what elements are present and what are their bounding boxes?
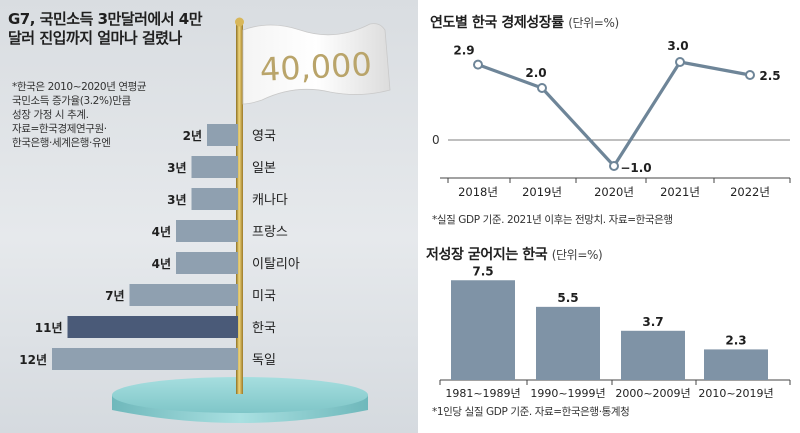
- low-growth-bar: [451, 280, 515, 380]
- growth-point: [473, 59, 483, 70]
- left-panel: 40,000 2년 영국 3년 일본 3년 캐나다 4년 프랑스 4년 이탈리아 7년 미국 11년 한국…: [0, 0, 418, 433]
- g7-bar: [67, 316, 238, 338]
- flag-text: 40,000: [259, 45, 373, 89]
- g7-country-label: 프랑스: [252, 225, 288, 240]
- low-growth-period-label: 2000~2009년: [615, 387, 690, 400]
- growth-chart-unit: (단위=%): [568, 16, 619, 30]
- g7-country-label: 독일: [252, 353, 276, 368]
- g7-bar-value: 4년: [152, 225, 171, 239]
- growth-value-label: 2.5: [759, 69, 780, 83]
- g7-bar-value: 3년: [167, 161, 186, 175]
- low-growth-period-label: 2010~2019년: [698, 387, 773, 400]
- growth-chart-title: 연도별 한국 경제성장률: [430, 15, 564, 31]
- g7-bar: [52, 348, 238, 370]
- g7-bar: [176, 220, 238, 242]
- growth-chart-source: *실질 GDP 기준. 2021년 이후는 전망치. 자료=한국은행: [432, 214, 673, 226]
- g7-chart-note: *한국은 2010~2020년 연평균 국민소득 증가율(3.2%)만큼 성장 …: [12, 81, 147, 149]
- low-growth-value-label: 3.7: [642, 315, 663, 329]
- g7-bar-value: 4년: [152, 257, 171, 271]
- g7-bar: [191, 156, 238, 178]
- low-growth-title-row: 저성장 굳어지는 한국 (단위=%): [426, 244, 603, 264]
- low-growth-bar: [704, 349, 768, 380]
- growth-year-label: 2019년: [522, 185, 562, 199]
- g7-country-label: 한국: [252, 321, 276, 336]
- growth-value-label: 2.0: [525, 66, 546, 80]
- low-growth-period-label: 1990~1999년: [530, 387, 605, 400]
- low-growth-bar: [621, 330, 685, 380]
- g7-country-label: 미국: [252, 289, 276, 304]
- g7-country-label: 캐나다: [252, 193, 288, 208]
- growth-year-label: 2020년: [594, 185, 634, 199]
- g7-bar: [176, 252, 238, 274]
- g7-bar: [129, 284, 238, 306]
- g7-bar-value: 2년: [183, 129, 202, 143]
- growth-point: [609, 161, 619, 171]
- growth-year-label: 2022년: [730, 185, 770, 199]
- growth-year-label: 2018년: [458, 185, 498, 199]
- g7-bar-value: 7년: [105, 289, 124, 303]
- growth-value-label: 2.9: [453, 44, 474, 58]
- g7-bar: [207, 124, 238, 146]
- low-growth-unit: (단위=%): [551, 248, 603, 262]
- flag-pole-top: [235, 17, 244, 27]
- growth-point: [537, 83, 547, 93]
- growth-value-label: −1.0: [620, 161, 651, 175]
- growth-year-label: 2021년: [660, 185, 700, 199]
- low-growth-title: 저성장 굳어지는 한국: [426, 247, 548, 263]
- low-growth-bar: [536, 306, 600, 380]
- growth-chart-title-row: 연도별 한국 경제성장률 (단위=%): [430, 12, 619, 32]
- low-growth-source: *1인당 실질 GDP 기준. 자료=한국은행·통계청: [432, 406, 630, 418]
- growth-zero-label: 0: [432, 133, 440, 147]
- g7-country-label: 일본: [252, 161, 276, 176]
- g7-bar-value: 3년: [167, 193, 186, 207]
- low-growth-period-label: 1981~1989년: [445, 387, 520, 400]
- growth-point: [745, 70, 755, 80]
- low-growth-value-label: 5.5: [557, 291, 578, 305]
- growth-value-label: 3.0: [667, 39, 688, 53]
- g7-bar: [191, 188, 238, 210]
- pedestal-top: [112, 377, 368, 413]
- flag: [242, 23, 391, 105]
- g7-bar-value: 11년: [35, 321, 63, 335]
- growth-line-chart: 0 2.9 2018년 2.0 2019년 −1.0 2020년 3.0 2021년 2.5 202…: [432, 39, 791, 400]
- right-panel: 연도별 한국 경제성장률 (단위=%) 0 2.9 2018년 2.0 2019년 −1.…: [418, 0, 800, 433]
- g7-country-label: 이탈리아: [252, 257, 300, 272]
- growth-series-line: [477, 60, 751, 168]
- flag-pole: [236, 22, 243, 394]
- g7-country-label: 영국: [252, 129, 276, 144]
- growth-point: [675, 57, 685, 67]
- low-growth-value-label: 2.3: [725, 333, 746, 347]
- g7-bar-value: 12년: [19, 353, 47, 367]
- low-growth-value-label: 7.5: [472, 264, 493, 278]
- g7-chart-title: G7, 국민소득 3만달러에서 4만달러 진입까지 얼마나 걸렸나: [8, 10, 203, 47]
